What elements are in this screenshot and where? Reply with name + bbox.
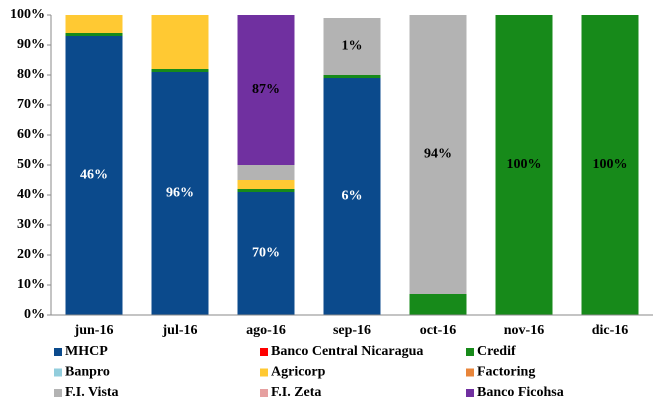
x-tick-label: sep-16 bbox=[333, 323, 371, 338]
legend-label: Banco Ficohsa bbox=[477, 385, 564, 400]
y-tick-label: 80% bbox=[17, 67, 45, 82]
data-label: 100% bbox=[507, 157, 542, 172]
bar-segment bbox=[237, 15, 295, 165]
bar-segment bbox=[237, 165, 295, 180]
legend-swatch bbox=[260, 348, 268, 356]
legend-swatch bbox=[54, 368, 62, 377]
y-tick-label: 50% bbox=[17, 157, 45, 172]
y-tick-label: 30% bbox=[17, 217, 45, 232]
y-tick-label: 90% bbox=[17, 37, 45, 52]
data-label: 96% bbox=[166, 186, 194, 201]
bar-segment bbox=[237, 180, 295, 189]
x-tick-label: dic-16 bbox=[592, 323, 629, 338]
bar-segment bbox=[151, 72, 209, 315]
bar-segment bbox=[65, 15, 123, 33]
x-tick-label: nov-16 bbox=[504, 323, 544, 338]
bar-segment bbox=[237, 189, 295, 192]
x-tick-label: jun-16 bbox=[74, 323, 114, 338]
data-label: 6% bbox=[342, 189, 363, 204]
legend-swatch bbox=[466, 389, 474, 397]
data-label: 46% bbox=[80, 168, 108, 183]
y-tick-label: 100% bbox=[10, 7, 45, 22]
legend-swatch bbox=[260, 389, 268, 397]
data-label: 1% bbox=[342, 39, 363, 54]
y-tick-label: 20% bbox=[17, 247, 45, 262]
legend-swatch bbox=[54, 348, 62, 356]
x-tick-label: oct-16 bbox=[420, 323, 457, 338]
legend-label: F.I. Zeta bbox=[271, 385, 321, 400]
y-tick-label: 0% bbox=[24, 307, 45, 322]
x-tick-label: jul-16 bbox=[162, 323, 198, 338]
bar-segment bbox=[409, 15, 467, 294]
legend-label: Banco Central Nicaragua bbox=[271, 344, 423, 359]
bar-segment bbox=[65, 36, 123, 315]
legend-swatch bbox=[260, 368, 268, 377]
data-label: 87% bbox=[252, 82, 280, 97]
bar-segment bbox=[323, 78, 381, 315]
data-label: 100% bbox=[593, 157, 628, 172]
y-tick-label: 10% bbox=[17, 277, 45, 292]
legend-label: F.I. Vista bbox=[65, 385, 119, 400]
bar-segment bbox=[495, 15, 553, 315]
legend-swatch bbox=[54, 389, 62, 397]
bar-segment bbox=[323, 18, 381, 75]
bar-segment bbox=[323, 75, 381, 78]
legend-label: Credif bbox=[477, 344, 516, 359]
y-tick-label: 60% bbox=[17, 127, 45, 142]
legend-label: MHCP bbox=[65, 344, 108, 359]
legend-label: Banpro bbox=[65, 365, 110, 380]
y-tick-label: 40% bbox=[17, 187, 45, 202]
x-tick-label: ago-16 bbox=[246, 323, 286, 338]
y-tick-label: 70% bbox=[17, 97, 45, 112]
legend-label: Agricorp bbox=[271, 365, 326, 380]
legend-swatch bbox=[466, 368, 474, 377]
data-label: 70% bbox=[252, 246, 280, 261]
bar-segment bbox=[151, 69, 209, 72]
bar-segment bbox=[65, 33, 123, 36]
legend-swatch bbox=[466, 348, 474, 356]
bar-segment bbox=[237, 192, 295, 315]
bar-segment bbox=[409, 294, 467, 315]
bar-segment bbox=[151, 15, 209, 69]
data-label: 94% bbox=[424, 147, 452, 162]
legend-label: Factoring bbox=[477, 365, 535, 380]
bar-segment bbox=[581, 15, 639, 315]
